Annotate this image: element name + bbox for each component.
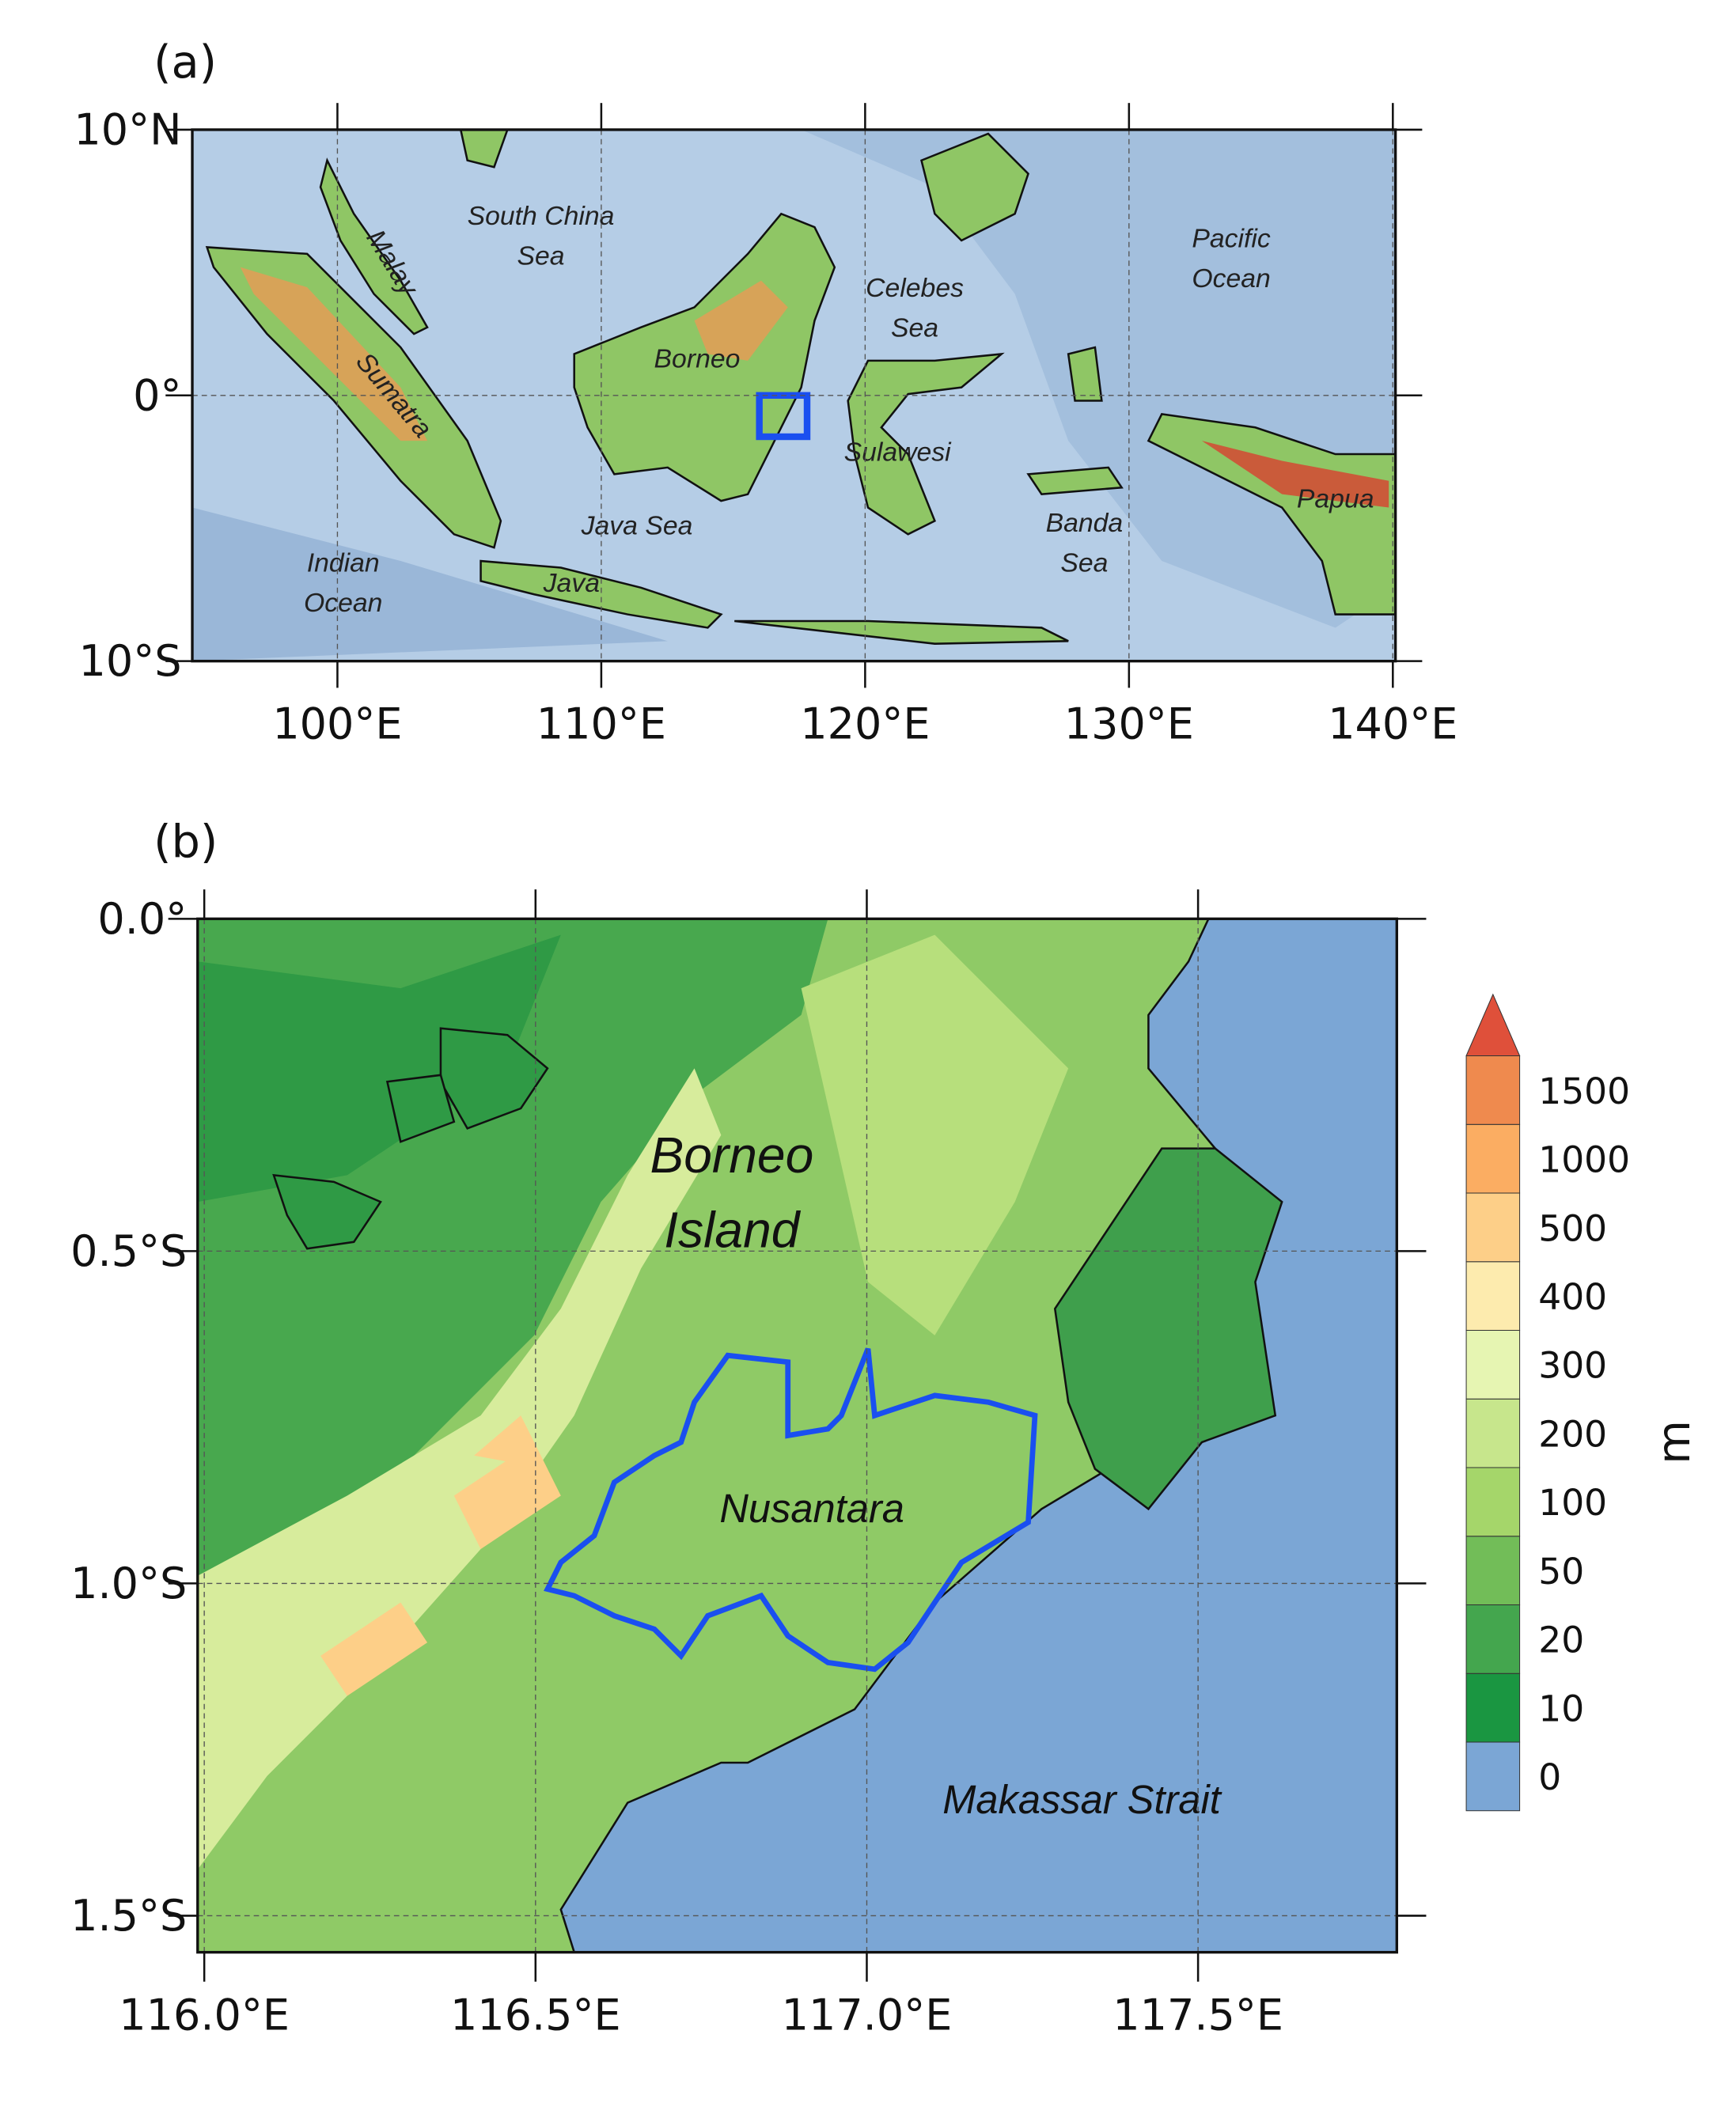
x-tick-label: 117.0°E (782, 1991, 953, 2040)
frame (196, 917, 1399, 1954)
y-tick-label: 0.0° (97, 894, 187, 944)
place-label: Java (543, 568, 600, 598)
x-tick-label: 116.5°E (450, 1991, 621, 2040)
y-tick-label: 10°S (79, 636, 182, 686)
y-tick-label: 1.5°S (70, 1891, 187, 1941)
x-tick-label: 140°E (1328, 699, 1457, 749)
place-label: Makassar Strait (942, 1777, 1222, 1822)
colorbar-label: 400 (1538, 1276, 1607, 1318)
colorbar-extend (1465, 993, 1521, 1057)
colorbar-label: 10 (1538, 1688, 1584, 1729)
y-tick-label: 1.0°S (70, 1559, 187, 1608)
place-label: South China Sea (468, 201, 615, 271)
colorbar-bin (1465, 1672, 1521, 1743)
place-label: Java Sea (581, 510, 693, 540)
colorbar-label: 500 (1538, 1207, 1607, 1249)
x-tick-label: 120°E (800, 699, 930, 749)
colorbar-bin (1465, 1536, 1521, 1605)
y-tick-label: 0° (133, 370, 181, 420)
colorbar-label: 20 (1538, 1619, 1584, 1661)
place-label: Celebes Sea (866, 273, 964, 343)
x-tick-label: 100°E (272, 699, 402, 749)
panel-label: (b) (154, 816, 218, 869)
colorbar-label: 50 (1538, 1551, 1584, 1593)
x-tick-label: 117.5°E (1112, 1991, 1283, 2040)
colorbar-label: 0 (1538, 1756, 1561, 1798)
colorbar-label: 1000 (1538, 1139, 1630, 1181)
colorbar-bin (1465, 1192, 1521, 1263)
y-tick-label: 0.5°S (70, 1226, 187, 1276)
colorbar-bin (1465, 1398, 1521, 1468)
frame (191, 128, 1397, 663)
x-tick-label: 110°E (536, 699, 666, 749)
colorbar-label: 100 (1538, 1482, 1607, 1524)
grid: 100°E 110°E 120°E 130°E 140°E 10°N 0° 10°S (74, 103, 1457, 749)
nusantara-boundary (544, 1347, 1038, 1672)
place-label: Indian Ocean (304, 548, 382, 619)
x-tick-label: 130°E (1064, 699, 1194, 749)
place-label: Borneo Island (650, 1127, 813, 1259)
y-tick-label: 10°N (74, 104, 181, 154)
place-label: Banda Sea (1046, 508, 1124, 578)
place-label: Sulawesi (844, 437, 953, 467)
colorbar-bin (1465, 1741, 1521, 1812)
colorbar-label: 300 (1538, 1345, 1607, 1387)
place-label: Pacific Ocean (1192, 223, 1271, 294)
map-b: Borneo Island Nusantara Makassar Strait (197, 919, 1397, 1953)
colorbar-bin (1465, 1329, 1521, 1400)
place-label: Papua (1297, 484, 1374, 514)
colorbar-unit: m (1647, 1420, 1700, 1464)
colorbar-bin (1465, 1123, 1521, 1194)
colorbar-bin (1465, 1261, 1521, 1332)
x-tick-label: 116.0°E (119, 1991, 290, 2040)
colorbar-label: 200 (1538, 1414, 1607, 1456)
colorbar-bin (1465, 1055, 1521, 1125)
colorbar-bin (1465, 1604, 1521, 1674)
place-label: Borneo (654, 343, 741, 373)
colorbar-label: 1500 (1538, 1070, 1630, 1112)
colorbar: 0 10 20 50 100 200 300 400 500 1000 1500 (1465, 993, 1630, 1812)
colorbar-bin (1465, 1467, 1521, 1537)
place-label: Nusantara (719, 1486, 904, 1531)
panel-label: (a) (154, 36, 217, 89)
